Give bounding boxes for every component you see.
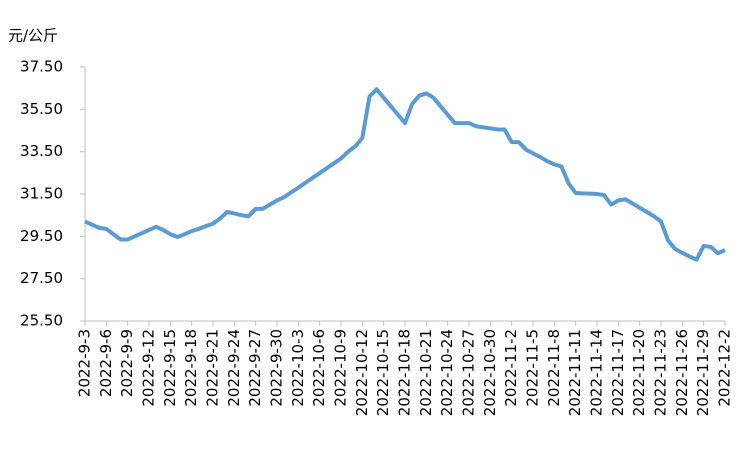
x-tick-label: 2022-11-26 (673, 329, 691, 416)
y-tick-label: 33.50 (20, 142, 63, 160)
x-tick-label: 2022-10-6 (310, 329, 328, 407)
y-tick-label: 27.50 (20, 269, 63, 287)
x-tick-label: 2022-9-6 (97, 329, 115, 397)
x-tick-label: 2022-9-12 (140, 329, 158, 407)
x-tick-label: 2022-10-24 (438, 329, 456, 416)
x-tick-label: 2022-10-3 (289, 329, 307, 407)
line (84, 87, 726, 262)
x-tick-label: 2022-9-21 (204, 329, 222, 407)
x-tick-label: 2022-11-17 (609, 329, 627, 416)
x-tick-label: 2022-9-30 (268, 329, 286, 407)
x-tick-label: 2022-11-5 (524, 329, 542, 407)
x-tick-label: 2022-9-9 (118, 329, 136, 397)
y-tick-label: 31.50 (20, 185, 63, 203)
x-tick-label: 2022-10-30 (481, 329, 499, 416)
y-tick-label: 29.50 (20, 227, 63, 245)
x-tick-label: 2022-11-2 (502, 329, 520, 407)
x-tick-label: 2022-10-27 (460, 329, 478, 416)
y-tick-label: 35.50 (20, 100, 63, 118)
x-tick-label: 2022-11-8 (545, 329, 563, 407)
x-tick-label: 2022-9-18 (182, 329, 200, 407)
x-tick-label: 2022-12-2 (716, 329, 734, 407)
x-tick-label: 2022-10-9 (332, 329, 350, 407)
x-tick-label: 2022-10-12 (353, 329, 371, 416)
x-tick-label: 2022-10-21 (417, 329, 435, 416)
x-tick-label: 2022-11-11 (566, 329, 584, 416)
x-tick-label: 2022-11-20 (630, 329, 648, 416)
x-tick-label: 2022-11-23 (652, 329, 670, 416)
x-tick-label: 2022-10-18 (396, 329, 414, 416)
y-tick-label: 37.50 (20, 58, 63, 76)
x-tick-label: 2022-11-29 (694, 329, 712, 416)
y-tick-label: 25.50 (20, 312, 63, 330)
x-tick-label: 2022-11-14 (588, 329, 606, 416)
x-tick-label: 2022-9-27 (246, 329, 264, 407)
x-tick-label: 2022-9-3 (76, 329, 94, 397)
x-tick-label: 2022-9-15 (161, 329, 179, 407)
y-axis-title: 元/公斤 (8, 27, 58, 45)
x-tick-label: 2022-10-15 (374, 329, 392, 416)
x-tick-label: 2022-9-24 (225, 329, 243, 407)
